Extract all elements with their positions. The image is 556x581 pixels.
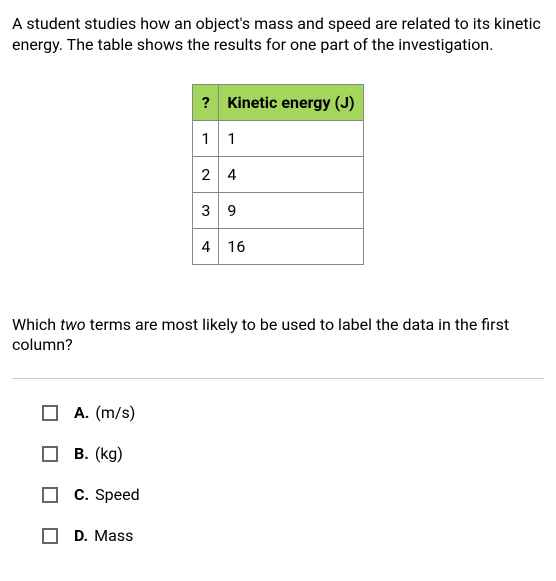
option-c[interactable]: C. Speed — [42, 485, 544, 504]
table-row: 4 16 — [193, 228, 363, 264]
q-pre: Which — [12, 315, 60, 334]
q-italic: two — [60, 315, 86, 334]
option-d[interactable]: D. Mass — [42, 526, 544, 545]
th-ke: Kinetic energy (J) — [219, 84, 363, 120]
checkbox-icon[interactable] — [42, 405, 58, 421]
checkbox-icon[interactable] — [42, 487, 58, 503]
option-text: (m/s) — [95, 403, 135, 422]
intro-text: A student studies how an object's mass a… — [12, 14, 544, 56]
option-letter: B. — [74, 444, 89, 463]
cell: 4 — [219, 156, 363, 192]
th-unknown: ? — [193, 84, 219, 120]
table-wrapper: ? Kinetic energy (J) 1 1 2 4 3 9 4 16 — [12, 84, 544, 265]
option-letter: D. — [74, 526, 88, 545]
cell: 4 — [193, 228, 219, 264]
cell: 1 — [193, 120, 219, 156]
divider — [12, 378, 544, 379]
checkbox-icon[interactable] — [42, 446, 58, 462]
option-text: Mass — [94, 526, 133, 545]
cell: 16 — [219, 228, 363, 264]
checkbox-icon[interactable] — [42, 528, 58, 544]
option-text: Speed — [95, 485, 139, 504]
option-letter: A. — [74, 403, 89, 422]
option-text: (kg) — [95, 444, 123, 463]
cell: 1 — [219, 120, 363, 156]
option-b[interactable]: B. (kg) — [42, 444, 544, 463]
q-post: terms are most likely to be used to labe… — [12, 315, 509, 355]
table-row: 3 9 — [193, 192, 363, 228]
question-text: Which two terms are most likely to be us… — [12, 315, 544, 357]
cell: 3 — [193, 192, 219, 228]
option-letter: C. — [74, 485, 89, 504]
cell: 2 — [193, 156, 219, 192]
table-row: 1 1 — [193, 120, 363, 156]
data-table: ? Kinetic energy (J) 1 1 2 4 3 9 4 16 — [192, 84, 363, 265]
cell: 9 — [219, 192, 363, 228]
options-list: A. (m/s) B. (kg) C. Speed D. Mass — [12, 403, 544, 545]
option-a[interactable]: A. (m/s) — [42, 403, 544, 422]
table-row: 2 4 — [193, 156, 363, 192]
